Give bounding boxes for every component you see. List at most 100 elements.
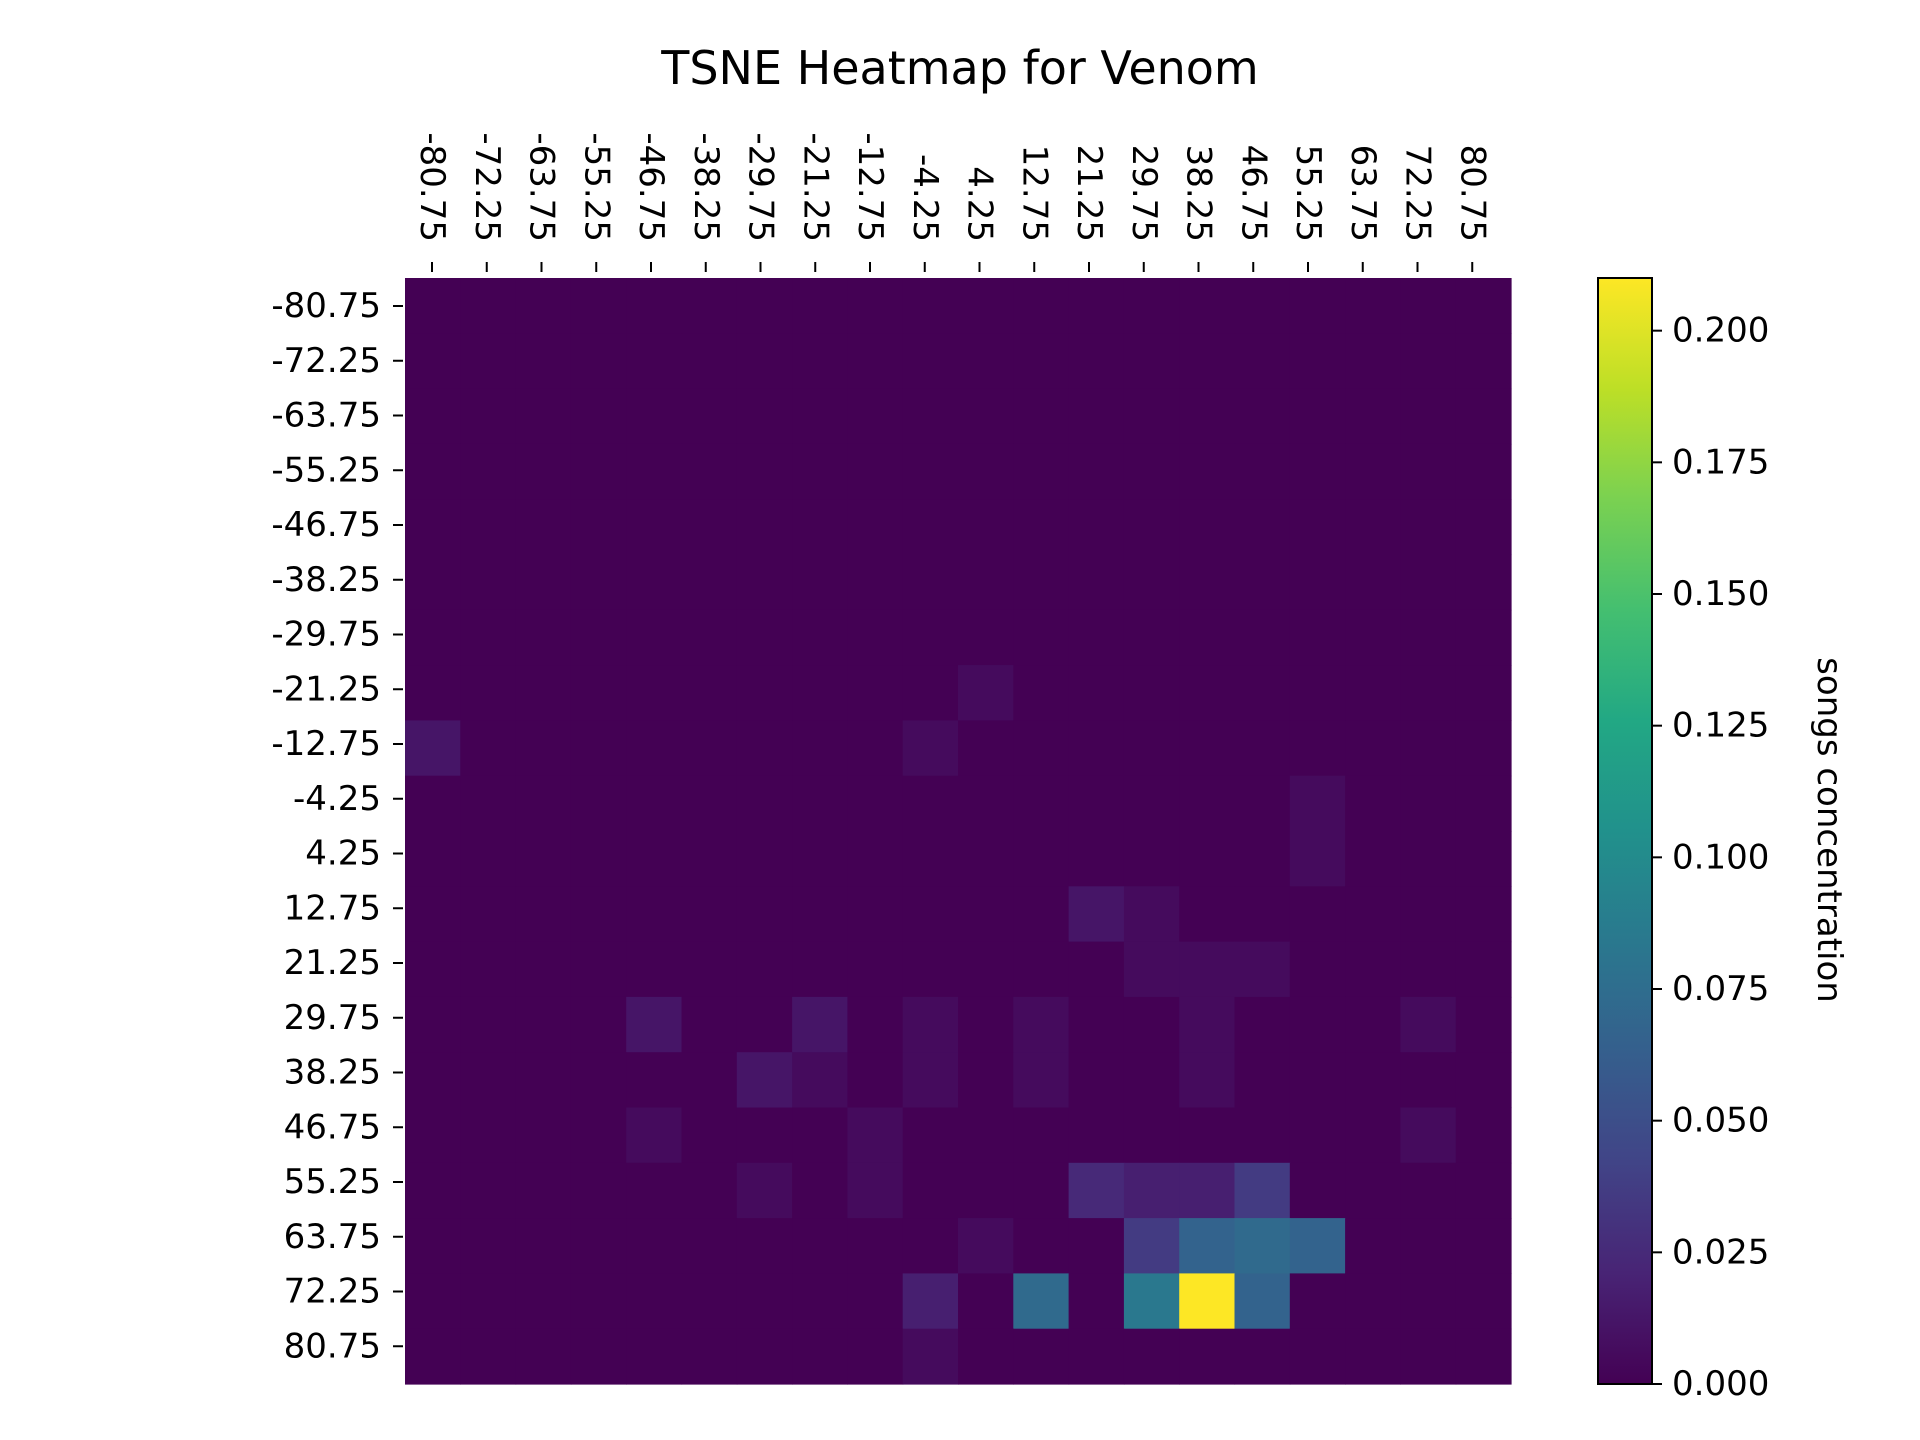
heatmap-cell xyxy=(626,388,683,445)
heatmap-cell xyxy=(1234,609,1291,666)
heatmap-cell xyxy=(736,996,793,1053)
heatmap-cell xyxy=(1455,941,1512,998)
y-axis: -80.75 -72.25 -63.75 -55.25 -46.75 -38.25 -29.… xyxy=(271,286,403,1366)
heatmap-cell xyxy=(1179,996,1236,1053)
heatmap-cell xyxy=(1123,665,1180,721)
heatmap-cell xyxy=(1068,1107,1125,1164)
heatmap-cell xyxy=(1400,1218,1457,1274)
heatmap-cell xyxy=(1400,388,1457,445)
heatmap-cell xyxy=(847,1162,904,1219)
heatmap-cell xyxy=(792,1162,848,1219)
heatmap-cell xyxy=(736,554,793,611)
heatmap-cell xyxy=(1068,443,1125,500)
heatmap-cell xyxy=(902,278,959,334)
heatmap-cell xyxy=(1123,1107,1180,1164)
heatmap-cell xyxy=(681,775,738,832)
heatmap-cell xyxy=(1234,554,1291,611)
heatmap-cell xyxy=(460,665,517,721)
heatmap-cell xyxy=(681,665,738,721)
heatmap-cell xyxy=(1068,1273,1125,1330)
heatmap-cell xyxy=(1400,333,1457,390)
heatmap-cell xyxy=(681,499,738,556)
heatmap-cell xyxy=(1234,278,1291,334)
heatmap-cell xyxy=(460,554,517,611)
heatmap-cell xyxy=(626,443,683,500)
y-tick-label: -80.75 xyxy=(271,286,381,326)
heatmap-cell xyxy=(1289,278,1346,334)
heatmap-cell xyxy=(1123,775,1180,832)
heatmap-cell xyxy=(626,886,683,943)
heatmap-cell xyxy=(515,886,572,943)
heatmap-cell xyxy=(570,554,627,611)
x-tick-label: -29.75 xyxy=(741,132,781,242)
x-tick-label: -12.75 xyxy=(850,132,890,242)
heatmap-cell xyxy=(570,941,627,998)
heatmap-cell xyxy=(1400,775,1457,832)
heatmap-cell xyxy=(405,1328,461,1385)
x-tick-label: -63.75 xyxy=(522,132,562,242)
heatmap-cell xyxy=(1234,886,1291,943)
heatmap-cell xyxy=(1123,333,1180,390)
x-tick-label: 12.75 xyxy=(1014,145,1054,242)
heatmap-cell xyxy=(1345,499,1401,556)
heatmap-cell xyxy=(515,278,572,334)
heatmap-cell xyxy=(847,886,904,943)
heatmap-cell xyxy=(792,720,848,777)
heatmap-cell xyxy=(736,388,793,445)
heatmap-cell xyxy=(1013,388,1070,445)
heatmap-cell xyxy=(1123,831,1180,887)
heatmap-cell xyxy=(958,831,1014,887)
heatmap-cell xyxy=(1400,499,1457,556)
chart-title: TSNE Heatmap for Venom xyxy=(660,41,1259,95)
heatmap-cell xyxy=(1068,278,1125,334)
heatmap-cell xyxy=(736,886,793,943)
heatmap-cell xyxy=(1013,1107,1070,1164)
heatmap-cell xyxy=(958,1107,1014,1164)
heatmap-cell xyxy=(681,1218,738,1274)
heatmap-cell xyxy=(1013,1162,1070,1219)
heatmap-cell xyxy=(405,1107,461,1164)
heatmap-cell xyxy=(626,1218,683,1274)
heatmap-cell xyxy=(958,333,1014,390)
heatmap-cell xyxy=(1400,831,1457,887)
x-axis: -80.75 -72.25 -63.75 -55.25 -46.75 -38.25 -29.… xyxy=(412,132,1492,272)
heatmap-cell xyxy=(1123,388,1180,445)
heatmap-cell xyxy=(902,665,959,721)
heatmap-cell xyxy=(1179,886,1236,943)
heatmap-cell xyxy=(1345,1273,1401,1330)
heatmap-cell xyxy=(736,1273,793,1330)
heatmap-cell xyxy=(1068,941,1125,998)
heatmap-cell xyxy=(1013,831,1070,887)
heatmap-cell xyxy=(1013,278,1070,334)
x-tick-label: -21.25 xyxy=(795,132,835,242)
heatmap-cell xyxy=(958,886,1014,943)
heatmap-cell xyxy=(1289,996,1346,1053)
heatmap-cell xyxy=(902,554,959,611)
heatmap-cell xyxy=(1289,388,1346,445)
heatmap-cell xyxy=(1123,609,1180,666)
heatmap-cell xyxy=(792,278,848,334)
heatmap-cell xyxy=(626,1273,683,1330)
heatmap-cell xyxy=(1179,720,1236,777)
heatmap-cell xyxy=(460,278,517,334)
heatmap-cell xyxy=(1179,941,1236,998)
heatmap-cell xyxy=(1345,775,1401,832)
heatmap-cell xyxy=(1455,388,1512,445)
heatmap-cell xyxy=(958,1328,1014,1385)
heatmap-cell xyxy=(515,665,572,721)
heatmap-cell xyxy=(1013,886,1070,943)
heatmap-cell xyxy=(1179,1273,1236,1330)
heatmap-cell xyxy=(847,720,904,777)
heatmap-cell xyxy=(1123,996,1180,1053)
heatmap-cell xyxy=(1345,609,1401,666)
heatmap-cell xyxy=(792,665,848,721)
heatmap-cell xyxy=(792,388,848,445)
heatmap-cell xyxy=(1068,499,1125,556)
x-tick-label: 21.25 xyxy=(1069,145,1109,242)
heatmap-cell xyxy=(958,1218,1014,1274)
heatmap-cell xyxy=(847,1107,904,1164)
heatmap-cell xyxy=(460,941,517,998)
heatmap-cell xyxy=(405,886,461,943)
heatmap-cell xyxy=(626,1328,683,1385)
heatmap-cell xyxy=(626,775,683,832)
